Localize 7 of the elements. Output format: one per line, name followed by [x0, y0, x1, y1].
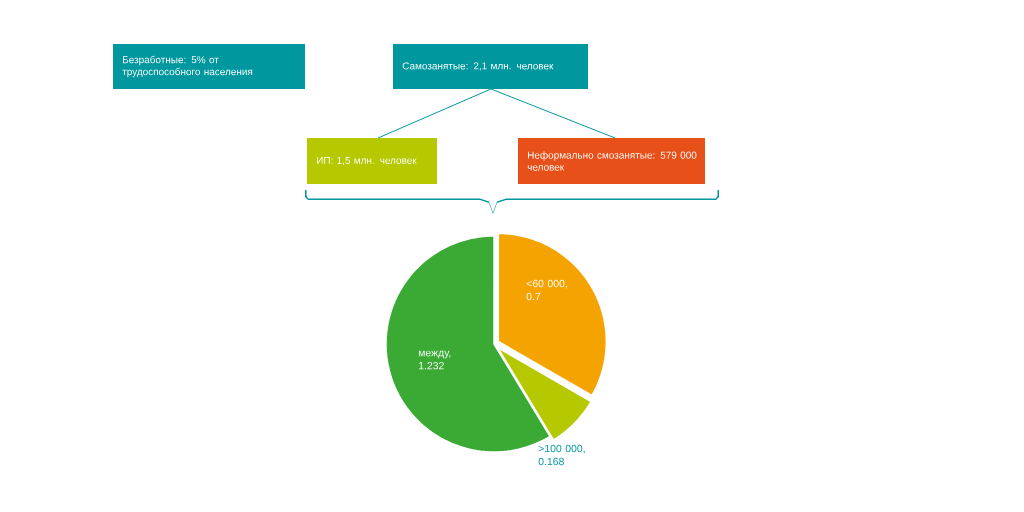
- text: Безработные: 5% от трудоспособного населения: [122, 55, 253, 78]
- data-label: между, 1.232: [418, 350, 451, 370]
- text: Самозанятые: 2,1 млн. человек: [402, 62, 554, 71]
- text: ИП: 1,5 млн. человек: [317, 156, 417, 166]
- text: Неформально смозанятые: 579 000 человек: [527, 151, 697, 171]
- data-label: <60 000, 0.7: [526, 279, 567, 301]
- data-label: >100 000, 0.168: [538, 444, 585, 466]
